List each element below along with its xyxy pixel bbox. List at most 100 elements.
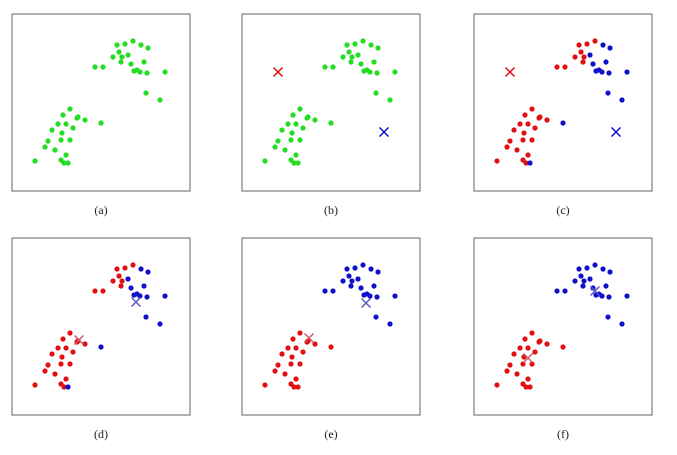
point [32, 382, 38, 388]
point [578, 273, 584, 279]
point [562, 64, 568, 70]
point [507, 362, 513, 368]
point [145, 45, 151, 51]
point [137, 69, 143, 75]
point [587, 276, 593, 282]
point [599, 69, 605, 75]
point [61, 160, 67, 166]
point [576, 266, 582, 272]
point [293, 376, 299, 382]
point [355, 52, 361, 58]
point [67, 330, 73, 336]
point [624, 69, 630, 75]
point [529, 137, 535, 143]
point [300, 125, 306, 131]
point [371, 283, 377, 289]
point [285, 345, 291, 351]
point [554, 64, 560, 70]
point [300, 349, 306, 355]
point [521, 130, 527, 136]
point [514, 147, 520, 153]
point [371, 59, 377, 65]
point [532, 349, 538, 355]
point [544, 117, 550, 123]
point [494, 158, 500, 164]
point [60, 336, 66, 342]
point [358, 285, 364, 291]
point [592, 262, 598, 268]
point [578, 49, 584, 55]
point [291, 384, 297, 390]
point [143, 314, 149, 320]
point [346, 49, 352, 55]
point [517, 121, 523, 127]
point [607, 45, 613, 51]
centroid [130, 296, 142, 308]
point [619, 321, 625, 327]
point [157, 321, 163, 327]
point [514, 371, 520, 377]
point [130, 38, 136, 44]
point [576, 42, 582, 48]
point [130, 262, 136, 268]
point [544, 341, 550, 347]
point [520, 137, 526, 143]
point [49, 127, 55, 133]
point [272, 144, 278, 150]
point [110, 278, 116, 284]
point [262, 158, 268, 164]
point [60, 112, 66, 118]
point [367, 69, 373, 75]
point [131, 68, 137, 74]
caption: (a) [94, 203, 107, 217]
point [340, 54, 346, 60]
point [525, 121, 531, 127]
point [361, 292, 367, 298]
point [42, 144, 48, 150]
point [116, 273, 122, 279]
point [58, 361, 64, 367]
point [275, 362, 281, 368]
point [110, 54, 116, 60]
point [373, 314, 379, 320]
panel-frame [473, 13, 653, 192]
point [275, 138, 281, 144]
point [70, 125, 76, 131]
point [59, 130, 65, 136]
point [295, 160, 301, 166]
point [63, 345, 69, 351]
point [138, 266, 144, 272]
point [562, 288, 568, 294]
point [525, 152, 531, 158]
point [63, 376, 69, 382]
point [63, 152, 69, 158]
point [143, 90, 149, 96]
point [593, 68, 599, 74]
point [119, 278, 125, 284]
point [125, 276, 131, 282]
point [297, 361, 303, 367]
point [279, 127, 285, 133]
point [114, 42, 120, 48]
point [297, 330, 303, 336]
point [527, 160, 533, 166]
point [122, 265, 128, 271]
point [348, 283, 354, 289]
point [603, 283, 609, 289]
point [162, 69, 168, 75]
point [537, 338, 543, 344]
point [581, 278, 587, 284]
point [525, 376, 531, 382]
point [368, 42, 374, 48]
point [125, 52, 131, 58]
point [572, 278, 578, 284]
point [122, 41, 128, 47]
point [360, 262, 366, 268]
point [349, 278, 355, 284]
point [346, 273, 352, 279]
point [511, 351, 517, 357]
point [584, 41, 590, 47]
point [297, 137, 303, 143]
point [590, 61, 596, 67]
point [344, 42, 350, 48]
